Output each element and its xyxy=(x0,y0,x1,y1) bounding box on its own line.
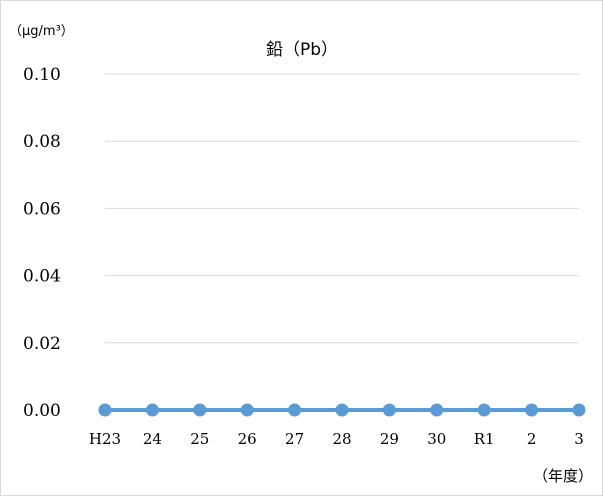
x-tick-label: 30 xyxy=(427,430,446,448)
x-tick-label: 28 xyxy=(332,430,351,448)
data-point xyxy=(335,403,349,417)
data-point xyxy=(572,403,586,417)
x-tick-label: 29 xyxy=(380,430,399,448)
x-tick-label: 2 xyxy=(527,430,537,448)
y-tick-label: 0.02 xyxy=(23,334,61,354)
x-tick-label: 3 xyxy=(574,430,584,448)
data-point xyxy=(430,403,444,417)
x-axis-ticks: H23 24 25 26 27 28 29 30 R1 2 3 xyxy=(89,430,584,448)
x-tick-label: 25 xyxy=(190,430,209,448)
chart-title: 鉛（Pb） xyxy=(266,40,338,60)
x-tick-label: 27 xyxy=(285,430,304,448)
y-tick-label: 0.04 xyxy=(23,267,61,287)
y-axis-unit-label: （μg/m³） xyxy=(9,24,74,39)
data-point xyxy=(98,403,112,417)
x-tick-label: H23 xyxy=(89,430,121,448)
data-point xyxy=(382,403,396,417)
data-point xyxy=(145,403,159,417)
x-tick-label: R1 xyxy=(474,430,495,448)
data-point xyxy=(288,403,302,417)
y-tick-label: 0.10 xyxy=(23,65,61,85)
x-tick-label: 26 xyxy=(238,430,257,448)
gridlines xyxy=(105,73,579,411)
x-tick-label: 24 xyxy=(143,430,162,448)
data-point xyxy=(193,403,207,417)
data-point xyxy=(477,403,491,417)
y-tick-label: 0.06 xyxy=(23,199,61,219)
series-plot xyxy=(98,403,586,417)
data-point xyxy=(240,403,254,417)
y-axis-ticks: 0.00 0.02 0.04 0.06 0.08 0.10 xyxy=(23,65,61,421)
x-axis-unit-label: （年度） xyxy=(533,467,593,485)
y-tick-label: 0.00 xyxy=(23,401,61,421)
data-point xyxy=(525,403,539,417)
y-tick-label: 0.08 xyxy=(23,132,61,152)
